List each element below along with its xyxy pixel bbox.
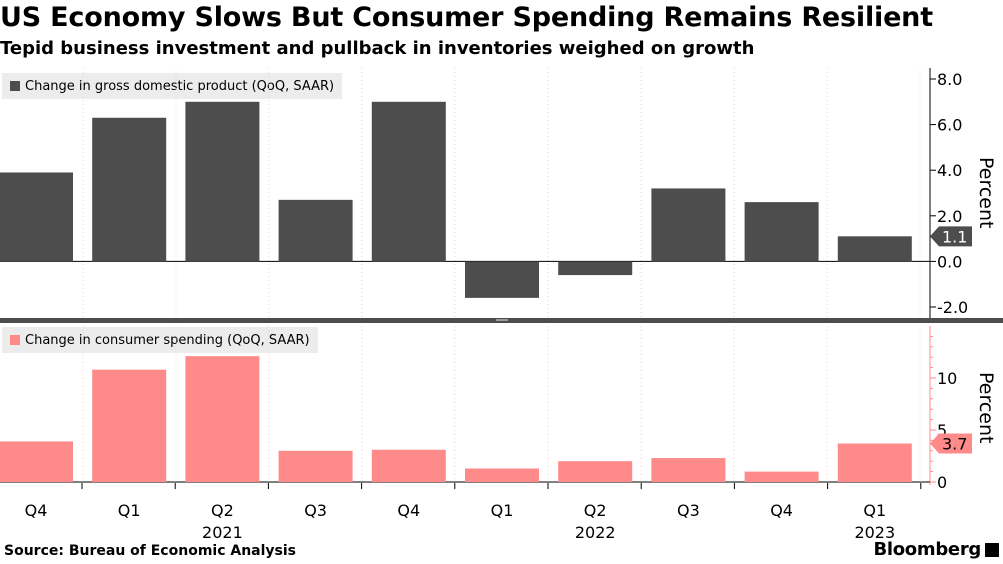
spending-last-value-label: 3.7 <box>942 435 967 454</box>
x-year-label-1: 2022 <box>575 523 616 542</box>
chart-subtitle: Tepid business investment and pullback i… <box>0 38 755 59</box>
spending-bar-1 <box>92 369 167 482</box>
x-axis: Q4 Q1 Q2 Q3 Q4 Q1 Q2 Q3 Q4 Q1 2021 2022 2023 <box>0 318 1003 542</box>
gdp-legend-label: Change in gross domestic product (QoQ, S… <box>25 78 335 94</box>
panel-resize-handle <box>496 319 508 321</box>
x-quarter-label-8: Q4 <box>770 501 793 520</box>
gdp-y-label: Percent <box>975 157 997 229</box>
bloomberg-logo: Bloomberg <box>873 539 981 560</box>
gdp-bar-2 <box>185 101 260 262</box>
gdp-bar-3 <box>278 199 353 262</box>
gdp-bar-0 <box>0 172 73 262</box>
gdp-tick-label-0: 8.0 <box>937 70 962 89</box>
source-note: Source: Bureau of Economic Analysis <box>4 543 297 559</box>
x-quarter-label-5: Q1 <box>491 501 514 520</box>
spending-bar-9 <box>837 443 912 482</box>
spending-legend-label: Change in consumer spending (QoQ, SAAR) <box>25 332 310 348</box>
gdp-tick-label-4: 0.0 <box>937 252 962 271</box>
x-quarter-label-7: Q3 <box>677 501 700 520</box>
spending-last-value-tag <box>930 433 972 454</box>
gdp-tick-label-1: 6.0 <box>937 116 962 135</box>
x-quarter-label-6: Q2 <box>584 501 607 520</box>
gdp-legend-swatch <box>10 81 20 91</box>
spending-legend-swatch <box>10 335 20 345</box>
x-quarter-label-3: Q3 <box>304 501 327 520</box>
gdp-tick-label-5: -2.0 <box>937 298 968 317</box>
bloomberg-mark-icon <box>985 543 999 557</box>
spending-tick-label-2: 0 <box>937 473 947 492</box>
gdp-last-value-tag <box>930 226 972 247</box>
gdp-bar-5 <box>465 261 539 298</box>
x-quarter-label-4: Q4 <box>397 501 420 520</box>
spending-y-label: Percent <box>975 372 997 444</box>
spending-tick-label-1: 5 <box>937 421 947 440</box>
x-year-label-0: 2021 <box>202 523 243 542</box>
spending-bar-5 <box>465 468 539 482</box>
spending-bar-2 <box>185 356 260 482</box>
gdp-bar-7 <box>651 188 726 262</box>
spending-bar-4 <box>371 449 446 482</box>
spending-bar-3 <box>278 450 353 482</box>
gdp-bar-6 <box>558 261 633 276</box>
spending-panel: 10 5 0 3.7 Percent <box>0 326 997 492</box>
x-year-label-2: 2023 <box>854 523 895 542</box>
gdp-tick-label-3: 2.0 <box>937 207 962 226</box>
x-quarter-label-0: Q4 <box>25 501 48 520</box>
spending-bar-8 <box>744 471 819 482</box>
gdp-bar-4 <box>371 101 446 262</box>
spending-bar-0 <box>0 441 73 482</box>
spending-bar-7 <box>651 458 726 482</box>
gdp-tick-label-2: 4.0 <box>937 161 962 180</box>
x-quarter-label-2: Q2 <box>211 501 234 520</box>
gdp-bar-9 <box>837 236 912 262</box>
gdp-panel: 8.0 6.0 4.0 2.0 0.0 -2.0 1.1 Percent <box>0 68 997 318</box>
gdp-legend: Change in gross domestic product (QoQ, S… <box>2 73 343 99</box>
gdp-bar-1 <box>92 117 167 262</box>
spending-tick-label-0: 10 <box>937 369 957 388</box>
gdp-bar-8 <box>744 202 819 262</box>
gdp-last-value-label: 1.1 <box>942 227 967 246</box>
spending-legend: Change in consumer spending (QoQ, SAAR) <box>2 327 318 353</box>
x-quarter-label-1: Q1 <box>118 501 141 520</box>
chart-title: US Economy Slows But Consumer Spending R… <box>0 2 933 33</box>
x-quarter-label-9: Q1 <box>863 501 886 520</box>
spending-bar-6 <box>558 461 633 482</box>
